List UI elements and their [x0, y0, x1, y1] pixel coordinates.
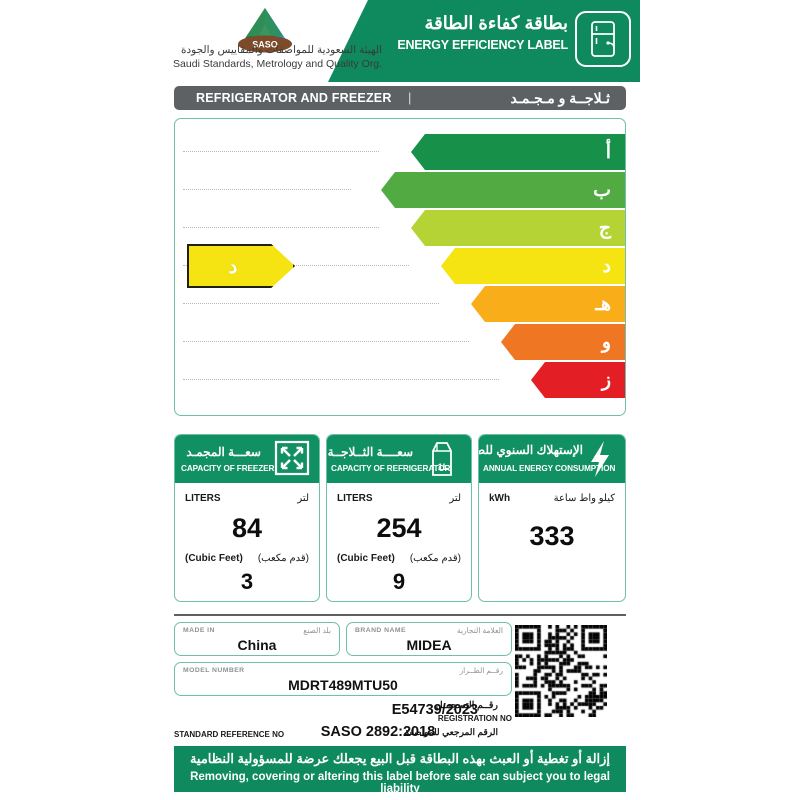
grade-row: د — [175, 247, 627, 285]
refrigerator-unit-cuft-ar: (قدم مكعب) — [409, 553, 461, 564]
refrigerator-title-english: CAPACITY OF REFRIGERATOR — [331, 464, 451, 473]
svg-text:1L: 1L — [438, 462, 449, 472]
grade-dotted-line — [183, 379, 499, 381]
energy-unit-arabic: كيلو واط ساعة — [553, 493, 615, 504]
brand-value: MIDEA — [406, 637, 452, 653]
refrigerator-unit-cuft-en: (Cubic Feet) — [337, 553, 395, 564]
grade-dotted-line — [183, 341, 469, 343]
org-name-english: Saudi Standards, Metrology and Quality O… — [173, 58, 382, 70]
grade-row: و — [175, 323, 627, 361]
made-in-box: MADE IN بلد الصنع China — [174, 622, 340, 656]
refrigerator-unit-liters-en: LITERS — [337, 493, 373, 504]
refrigerator-liters-value: 254 — [376, 513, 422, 543]
warning-english: Removing, covering or altering this labe… — [190, 771, 610, 795]
grade-arrow: د — [441, 248, 625, 284]
grade-letter: هـ — [595, 293, 611, 315]
grade-dotted-line — [183, 189, 351, 191]
brand-label-arabic: العلامة التجارية — [456, 626, 503, 635]
org-name-arabic: الهيئة السعودية للمواصفات والمقاييس والج… — [180, 44, 382, 56]
freezer-unit-liters-en: LITERS — [185, 493, 221, 504]
product-type-english: REFRIGERATOR AND FREEZER — [196, 91, 392, 105]
energy-title-arabic: الإستهلاك السنوي للطاقة — [479, 443, 583, 457]
freezer-title-arabic: سعـــة المجمـد — [186, 445, 261, 459]
freezer-liters-value: 84 — [231, 513, 263, 543]
label-header: SASO الهيئة السعودية للمواصفات والمقاييس… — [160, 0, 640, 82]
grade-dotted-line — [183, 151, 379, 153]
grade-letter: ز — [601, 369, 611, 391]
warning-arabic: إزالة أو تغطية أو العبث بهذه البطاقة قبل… — [189, 751, 611, 766]
grade-arrow: ب — [381, 172, 625, 208]
brand-name-box: BRAND NAME العلامة التجارية MIDEA — [346, 622, 512, 656]
energy-unit-english: kWh — [489, 493, 511, 504]
energy-efficiency-label: SASO الهيئة السعودية للمواصفات والمقاييس… — [160, 0, 640, 800]
made-in-label-english: MADE IN — [183, 627, 215, 634]
grade-row: ج — [175, 209, 627, 247]
grade-dotted-line — [183, 265, 409, 267]
registration-label-arabic: رقــم التسجيــل — [435, 700, 498, 711]
product-type-separator: | — [408, 90, 412, 105]
refrigerator-cubic-feet-value: 9 — [392, 569, 406, 594]
model-label-english: MODEL NUMBER — [183, 667, 245, 674]
label-title-arabic: بطاقة كفاءة الطاقة — [424, 13, 568, 33]
registration-value: E54739/2023 — [391, 702, 478, 718]
freezer-unit-liters-ar: لتر — [297, 493, 309, 504]
grade-arrow: ج — [411, 210, 625, 246]
grade-dotted-line — [183, 227, 379, 229]
energy-title-english: ANNUAL ENERGY CONSUMPTION — [483, 464, 616, 473]
made-in-value: China — [237, 637, 277, 653]
svg-text:SASO: SASO — [252, 40, 278, 50]
grade-arrow: أ — [411, 134, 625, 170]
current-rating-letter: د — [228, 255, 238, 278]
legal-warning-footer: إزالة أو تغطية أو العبث بهذه البطاقة قبل… — [174, 746, 626, 795]
annual-energy-consumption-box: الإستهلاك السنوي للطاقة ANNUAL ENERGY CO… — [478, 434, 626, 602]
grade-row: ب — [175, 171, 627, 209]
freezer-header-notch — [261, 435, 315, 437]
standard-label-english: STANDARD REFERENCE NO — [174, 730, 285, 739]
milk-carton-icon: 1L — [425, 437, 459, 484]
saso-logo: SASO — [238, 8, 292, 53]
expand-arrows-icon — [273, 439, 311, 482]
freezer-unit-cuft-en: (Cubic Feet) — [185, 553, 243, 564]
refrigerator-capacity-box: سعــــة الثــلاجــة CAPACITY OF REFRIGER… — [326, 434, 472, 602]
grade-letter: د — [602, 255, 611, 277]
refrigerator-icon — [575, 11, 631, 67]
info-divider-top — [174, 614, 626, 616]
grade-letter: ج — [598, 217, 611, 239]
energy-header-notch — [575, 435, 625, 437]
refrigerator-header-notch — [413, 435, 467, 437]
grade-row: أ — [175, 133, 627, 171]
product-type-bar: REFRIGERATOR AND FREEZER | ثـلاجــة و مـ… — [174, 86, 626, 110]
grade-letter: و — [601, 331, 611, 353]
grade-row: ز — [175, 361, 627, 399]
registration-label-english: REGISTRATION NO — [437, 714, 512, 723]
brand-label-english: BRAND NAME — [355, 627, 406, 634]
grade-row: هـ — [175, 285, 627, 323]
freezer-title-english: CAPACITY OF FREEZER — [181, 464, 275, 473]
model-label-arabic: رقــم الطــراز — [459, 666, 503, 675]
grade-arrow: ز — [531, 362, 625, 398]
label-title-english: ENERGY EFFICIENCY LABEL — [397, 38, 568, 52]
grade-letter: ب — [593, 179, 611, 201]
refrigerator-title-arabic: سعــــة الثــلاجــة — [327, 445, 413, 459]
product-type-arabic: ثـلاجــة و مـجـمـد — [510, 90, 610, 106]
lightning-bolt-icon — [585, 439, 615, 484]
grade-arrow: هـ — [471, 286, 625, 322]
energy-rating-scale: أ ب ج د هـ و ز د — [174, 118, 626, 416]
grade-letter: أ — [605, 141, 611, 163]
made-in-label-arabic: بلد الصنع — [303, 626, 331, 635]
refrigerator-unit-liters-ar: لتر — [449, 493, 461, 504]
grade-dotted-line — [183, 303, 439, 305]
freezer-capacity-box: سعـــة المجمـد CAPACITY OF FREEZER LITER… — [174, 434, 320, 602]
grade-arrow: و — [501, 324, 625, 360]
standard-value: SASO 2892:2018 — [320, 724, 436, 740]
annual-energy-value: 333 — [529, 521, 575, 551]
model-number-box: MODEL NUMBER رقــم الطــراز MDRT489MTU50 — [174, 662, 512, 696]
header-green-band — [328, 0, 640, 82]
freezer-unit-cuft-ar: (قدم مكعب) — [257, 553, 309, 564]
standard-label-arabic: الرقم المرجعي للمواصفة — [404, 727, 498, 737]
qr-code — [515, 625, 607, 717]
freezer-cubic-feet-value: 3 — [240, 569, 254, 594]
current-rating-badge: د — [187, 244, 295, 288]
model-value: MDRT489MTU50 — [288, 677, 398, 693]
